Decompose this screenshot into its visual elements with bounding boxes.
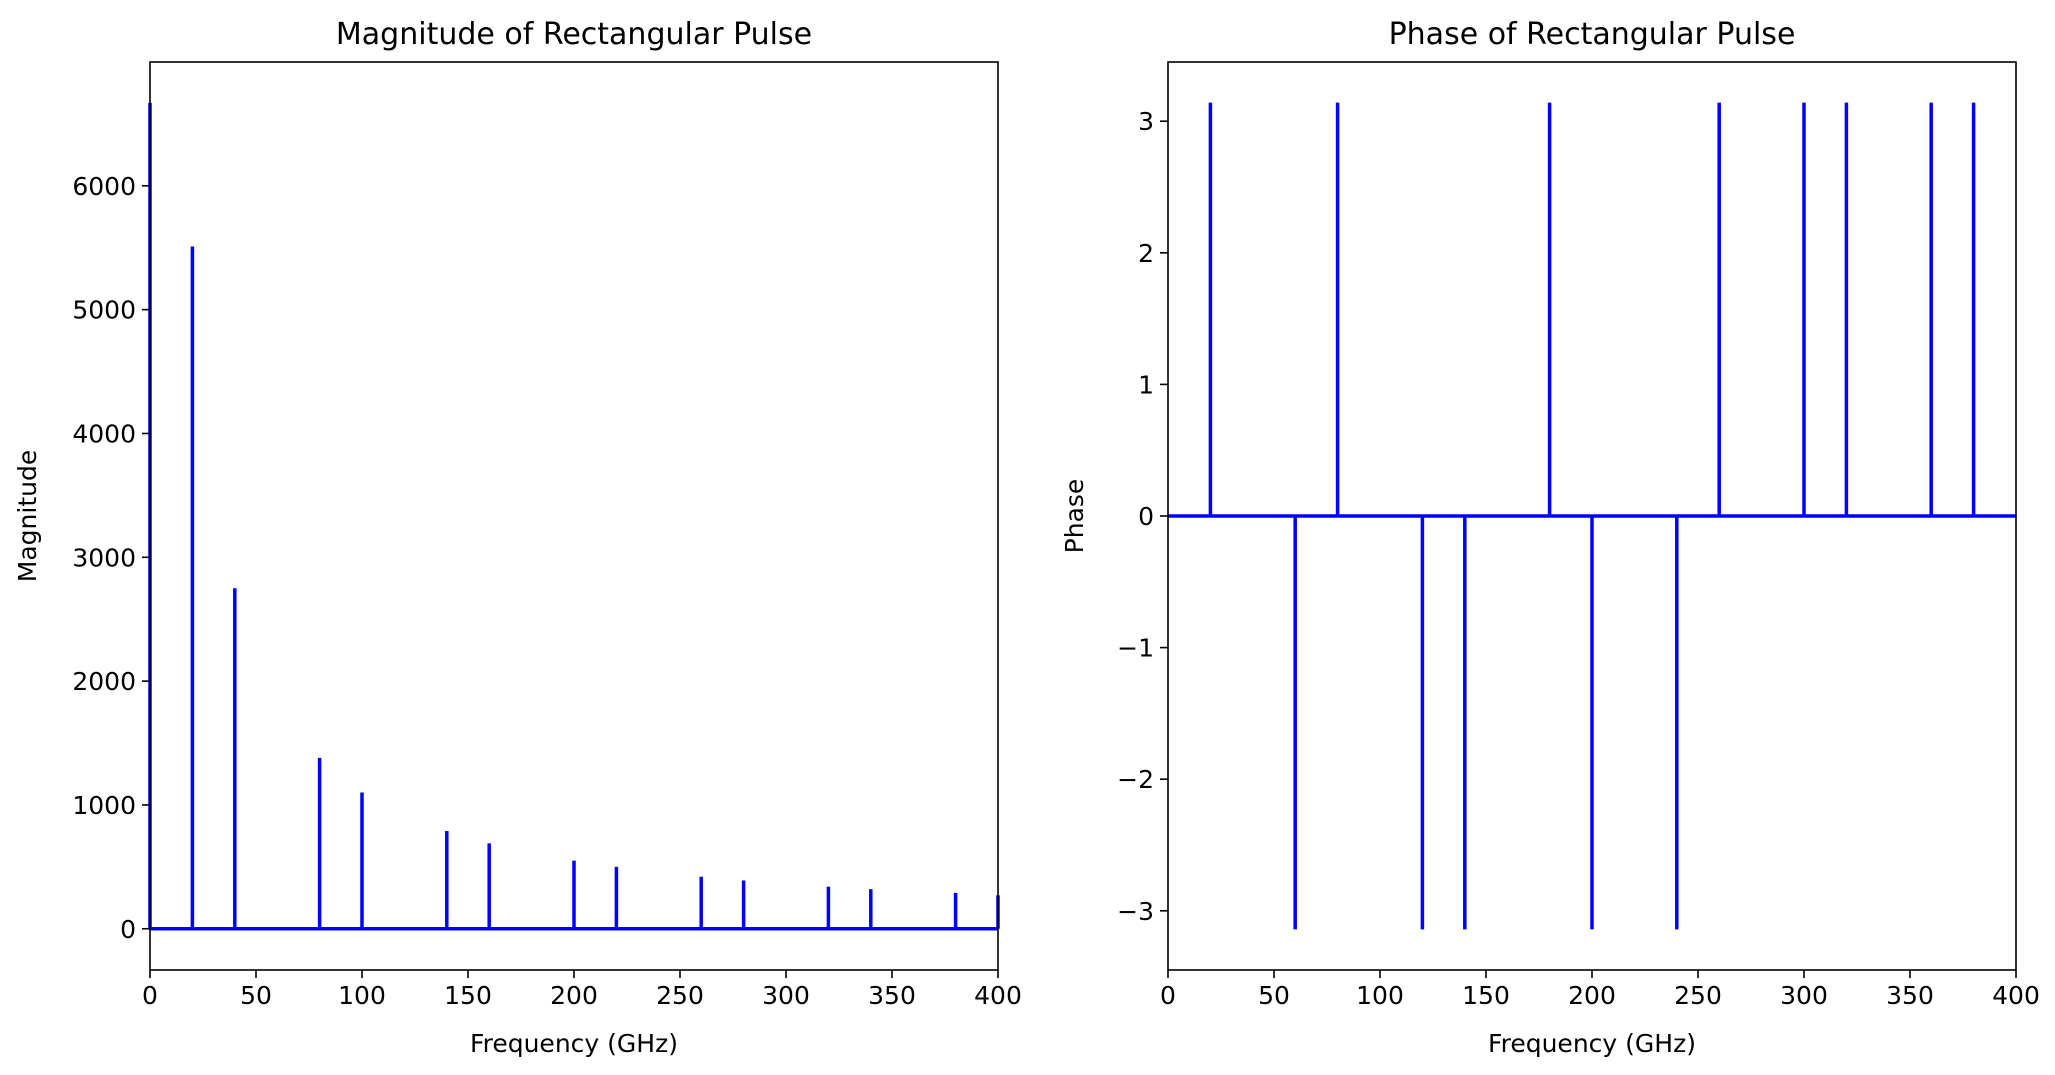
phase-y-tick-label: 1 bbox=[1138, 370, 1154, 399]
phase-y-tick-label: 2 bbox=[1138, 239, 1154, 268]
magnitude-plot-frame bbox=[149, 61, 999, 971]
phase-y-tick-label: 0 bbox=[1138, 502, 1154, 531]
phase-chart: Phase of Rectangular Pulse Frequency (GH… bbox=[1060, 17, 2040, 1058]
magnitude-y-tick-label: 0 bbox=[120, 915, 136, 944]
magnitude-x-tick-label: 100 bbox=[338, 981, 386, 1010]
magnitude-chart-title: Magnitude of Rectangular Pulse bbox=[336, 17, 812, 52]
magnitude-chart: Magnitude of Rectangular Pulse Frequency… bbox=[13, 17, 1022, 1058]
magnitude-x-axis-label: Frequency (GHz) bbox=[470, 1029, 678, 1058]
magnitude-x-tick-label: 0 bbox=[142, 981, 158, 1010]
phase-stems bbox=[1168, 102, 2016, 930]
phase-x-tick-label: 0 bbox=[1160, 981, 1176, 1010]
magnitude-x-ticks: 0 50 100 150 200 250 300 350 400 bbox=[142, 970, 1022, 1010]
magnitude-y-axis-label: Magnitude bbox=[13, 450, 42, 582]
phase-plot-frame bbox=[1167, 61, 2017, 971]
phase-x-tick-label: 400 bbox=[1992, 981, 2040, 1010]
magnitude-x-tick-label: 400 bbox=[974, 981, 1022, 1010]
magnitude-x-tick-label: 250 bbox=[656, 981, 704, 1010]
phase-x-tick-label: 150 bbox=[1462, 981, 1510, 1010]
magnitude-y-tick-label: 5000 bbox=[72, 296, 136, 325]
phase-x-tick-label: 300 bbox=[1780, 981, 1828, 1010]
phase-y-ticks: −3 −2 −1 0 1 2 3 bbox=[1117, 107, 1168, 926]
phase-chart-title: Phase of Rectangular Pulse bbox=[1389, 17, 1796, 52]
magnitude-y-ticks: 0 1000 2000 3000 4000 5000 6000 bbox=[72, 172, 150, 944]
phase-y-tick-label: −3 bbox=[1117, 897, 1154, 926]
magnitude-y-tick-label: 1000 bbox=[72, 791, 136, 820]
magnitude-x-tick-label: 50 bbox=[240, 981, 272, 1010]
phase-x-ticks: 0 50 100 150 200 250 300 350 400 bbox=[1160, 970, 2040, 1010]
magnitude-stems bbox=[148, 102, 1000, 931]
phase-x-tick-label: 200 bbox=[1568, 981, 1616, 1010]
magnitude-x-tick-label: 150 bbox=[444, 981, 492, 1010]
phase-x-tick-label: 250 bbox=[1674, 981, 1722, 1010]
phase-y-tick-label: −1 bbox=[1117, 634, 1154, 663]
phase-x-tick-label: 100 bbox=[1356, 981, 1404, 1010]
phase-y-axis-label: Phase bbox=[1060, 479, 1089, 554]
magnitude-x-tick-label: 350 bbox=[868, 981, 916, 1010]
phase-x-axis-label: Frequency (GHz) bbox=[1488, 1029, 1696, 1058]
magnitude-y-tick-label: 3000 bbox=[72, 543, 136, 572]
phase-y-tick-label: 3 bbox=[1138, 107, 1154, 136]
phase-x-tick-label: 50 bbox=[1258, 981, 1290, 1010]
magnitude-x-tick-label: 300 bbox=[762, 981, 810, 1010]
magnitude-y-tick-label: 2000 bbox=[72, 667, 136, 696]
magnitude-y-tick-label: 6000 bbox=[72, 172, 136, 201]
magnitude-x-tick-label: 200 bbox=[550, 981, 598, 1010]
phase-y-tick-label: −2 bbox=[1117, 765, 1154, 794]
magnitude-y-tick-label: 4000 bbox=[72, 419, 136, 448]
phase-x-tick-label: 350 bbox=[1886, 981, 1934, 1010]
